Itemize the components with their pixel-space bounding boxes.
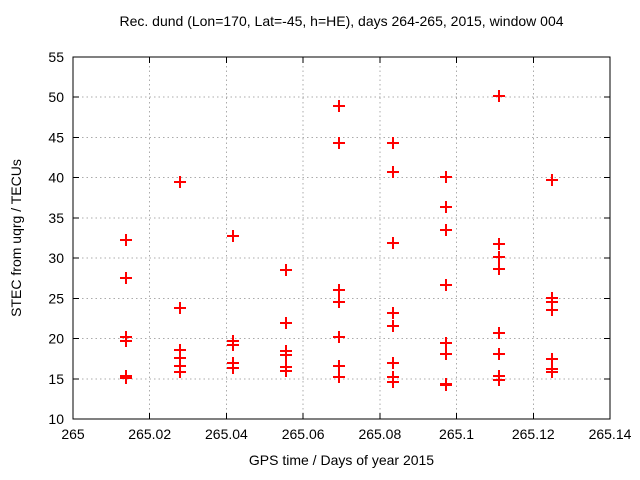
x-tick-label: 265.02: [128, 426, 171, 442]
data-point-marker: [387, 357, 399, 369]
data-point-marker: [440, 201, 452, 213]
data-point-marker: [227, 230, 239, 242]
y-tick-label: 10: [48, 411, 64, 427]
data-point-marker: [120, 272, 132, 284]
data-point-marker: [174, 302, 186, 314]
data-point-marker: [333, 284, 345, 296]
data-point-marker: [120, 335, 132, 347]
data-point-marker: [493, 238, 505, 250]
x-tick-label: 265.12: [512, 426, 555, 442]
data-point-marker: [174, 366, 186, 378]
data-point-marker: [387, 307, 399, 319]
data-point-marker: [227, 362, 239, 374]
y-tick-label: 25: [48, 290, 64, 306]
x-tick-label: 265.06: [282, 426, 325, 442]
data-point-marker: [546, 366, 558, 378]
data-point-marker: [333, 100, 345, 112]
y-tick-label: 50: [48, 89, 64, 105]
data-point-marker: [227, 339, 239, 351]
data-point-marker: [440, 348, 452, 360]
x-tick-label: 265.08: [358, 426, 401, 442]
y-tick-label: 55: [48, 49, 64, 65]
data-point-marker: [440, 224, 452, 236]
data-point-marker: [440, 337, 452, 349]
x-tick-label: 265.04: [205, 426, 248, 442]
data-point-marker: [493, 251, 505, 263]
plot-border: [72, 56, 611, 420]
data-point-marker: [493, 374, 505, 386]
x-axis-label: GPS time / Days of year 2015: [248, 452, 435, 468]
data-point-marker: [120, 234, 132, 246]
data-point-marker: [546, 174, 558, 186]
data-point-marker: [387, 237, 399, 249]
data-point-marker: [333, 137, 345, 149]
data-point-marker: [493, 90, 505, 102]
y-tick-label: 45: [48, 129, 64, 145]
data-point-marker: [493, 348, 505, 360]
data-point-marker: [440, 379, 452, 391]
data-point-marker: [440, 171, 452, 183]
data-point-marker: [387, 137, 399, 149]
data-point-marker: [440, 279, 452, 291]
data-point-marker: [546, 304, 558, 316]
data-point-marker: [280, 317, 292, 329]
y-tick-label: 20: [48, 331, 64, 347]
y-tick-label: 35: [48, 210, 64, 226]
data-point-marker: [493, 327, 505, 339]
data-point-marker: [280, 264, 292, 276]
data-point-marker: [493, 263, 505, 275]
data-point-marker: [174, 176, 186, 188]
data-point-marker: [387, 166, 399, 178]
data-point-marker: [280, 365, 292, 377]
data-point-marker: [333, 360, 345, 372]
data-point-marker: [387, 320, 399, 332]
data-point-marker: [333, 331, 345, 343]
data-point-marker: [333, 371, 345, 383]
x-tick-label: 265.14: [589, 426, 632, 442]
y-tick-label: 15: [48, 371, 64, 387]
data-point-marker: [280, 349, 292, 361]
data-point-marker: [333, 296, 345, 308]
data-point-marker: [387, 376, 399, 388]
x-tick-label: 265: [61, 426, 85, 442]
chart-title: Rec. dund (Lon=170, Lat=-45, h=HE), days…: [119, 13, 564, 29]
data-point-marker: [120, 372, 132, 384]
y-tick-label: 40: [48, 170, 64, 186]
x-tick-label: 265.1: [439, 426, 474, 442]
y-tick-label: 30: [48, 250, 64, 266]
